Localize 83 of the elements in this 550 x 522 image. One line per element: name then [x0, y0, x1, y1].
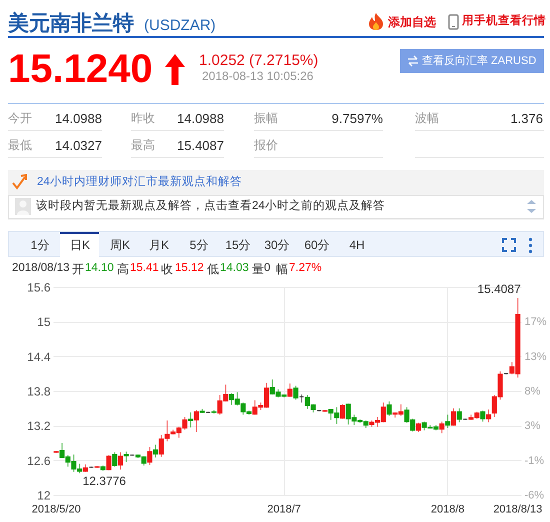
candlestick — [450, 408, 456, 426]
text: 15.1240 — [8, 47, 153, 91]
candlestick — [106, 454, 112, 471]
text: 14.0327 — [55, 138, 102, 152]
y-tick-label: 12.6 — [27, 454, 51, 468]
y2-tick-label: -6% — [524, 490, 544, 502]
candlestick — [480, 410, 486, 422]
y2-tick-label: 8% — [524, 386, 541, 398]
y-tick-label: 15 — [37, 315, 51, 330]
text: 波幅 — [415, 111, 439, 125]
text: 用手机查看行情 — [462, 15, 546, 28]
y2-tick-label: 3% — [524, 420, 541, 432]
y-tick-label: 15.6 — [27, 280, 51, 294]
text: 15.4087 — [177, 138, 224, 152]
text: 14.03 — [220, 262, 249, 275]
text: 14.10 — [85, 262, 114, 275]
candlestick — [188, 412, 194, 428]
candlestick — [112, 452, 118, 468]
text: 9.7597% — [332, 110, 383, 126]
text: 最高 — [131, 138, 155, 152]
text: 日K — [70, 238, 90, 252]
text: 60分 — [304, 238, 330, 252]
chart-title: 美元南非兰特 — [8, 12, 134, 34]
text: 14.0988 — [177, 110, 224, 126]
y-tick-label: 12 — [37, 488, 51, 502]
text: 月K — [148, 238, 170, 252]
text: 1分 — [30, 238, 50, 252]
chart-subtitle: (USDZAR) — [144, 16, 216, 34]
y2-tick-label: 17% — [524, 316, 547, 328]
candlestick — [416, 422, 422, 433]
text: 最低 — [8, 138, 32, 152]
text: 低 — [207, 262, 219, 276]
text: 24小时内理财师对汇市最新观点和解答 — [37, 176, 242, 189]
x-tick-label: 2018/5/20 — [32, 504, 81, 516]
y-tick-label: 13.2 — [27, 419, 51, 434]
text: 幅 — [276, 262, 288, 276]
text: 14.0988 — [55, 110, 102, 126]
x-tick-label: 2018/7 — [267, 504, 301, 516]
text: 1.0252 (7.2715%) — [199, 52, 318, 68]
text: 7.27% — [289, 262, 322, 275]
text: 该时段内暂无最新观点及解答，点击查看24小时之前的观点及解答 — [36, 200, 385, 213]
y2-tick-label: -1% — [524, 454, 544, 467]
candlestick — [124, 451, 129, 463]
text: 5分 — [190, 238, 208, 252]
text: 周K — [110, 238, 130, 252]
candlestick — [287, 382, 292, 398]
text: 15.12 — [175, 262, 204, 275]
text: 30分 — [264, 238, 290, 252]
text: 0 — [264, 262, 270, 275]
text: 收 — [161, 262, 173, 276]
candlestick — [445, 414, 450, 428]
text: 振幅 — [254, 111, 278, 125]
candlestick — [293, 385, 298, 400]
annotation: 12.3776 — [82, 474, 126, 488]
annotation: 15.4087 — [477, 282, 522, 296]
text: 今开 — [8, 111, 32, 125]
candlestick — [486, 408, 492, 423]
text: 报价 — [254, 138, 278, 152]
text: 添加自选 — [388, 15, 436, 29]
candlestick — [386, 400, 392, 416]
text: 开 — [72, 262, 84, 276]
x-tick-label: 2018/8/13 — [493, 504, 542, 516]
candlestick — [152, 444, 158, 458]
y-tick-label: 14.4 — [27, 350, 51, 364]
text: 查看反向汇率 ZARUSD — [422, 54, 536, 66]
candlestick — [147, 446, 152, 466]
text: 量 — [252, 262, 264, 276]
text: 1.376 — [510, 110, 543, 126]
candlestick — [439, 421, 444, 434]
text: 昨收 — [131, 111, 155, 125]
text: 2018-08-13 10:05:26 — [202, 69, 314, 83]
candlestick — [194, 410, 199, 433]
text: 15分 — [225, 238, 251, 252]
candlestick — [456, 408, 462, 423]
candlestick — [340, 404, 346, 420]
x-tick-label: 2018/8 — [430, 504, 464, 516]
text: 15.41 — [130, 262, 159, 275]
text: 4H — [349, 238, 365, 252]
candlestick — [118, 452, 124, 470]
text: 高 — [117, 262, 129, 276]
y2-tick-label: 13% — [524, 350, 547, 363]
y-tick-label: 13.8 — [27, 384, 51, 398]
text: 2018/08/13 — [12, 262, 70, 275]
